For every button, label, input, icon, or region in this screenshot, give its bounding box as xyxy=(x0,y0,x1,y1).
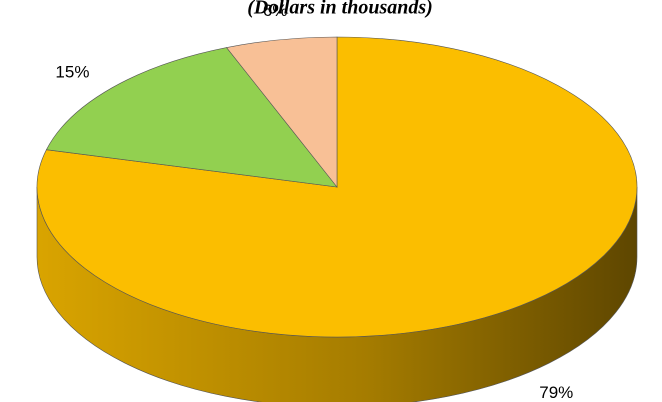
data-label: 6% xyxy=(263,1,288,20)
data-label: 15% xyxy=(55,62,89,81)
data-label: 79% xyxy=(539,383,573,402)
pie-slice xyxy=(226,36,338,188)
chart-title: (Dollars in thousands) xyxy=(247,0,433,19)
pie-slice xyxy=(45,47,338,188)
